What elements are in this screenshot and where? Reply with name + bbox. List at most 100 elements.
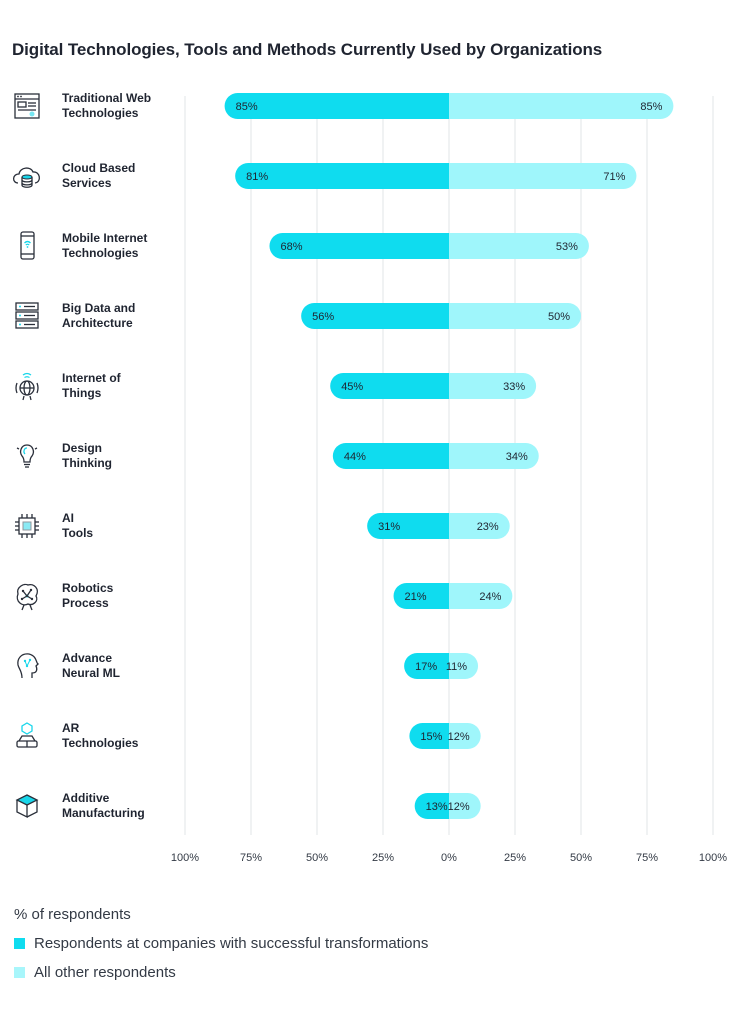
category-label-line: Traditional Web [62,91,152,105]
data-label-others: 23% [477,521,499,533]
bar-successful-transformations [393,583,449,609]
data-label-successful: 13% [426,801,448,813]
data-label-successful: 31% [378,521,400,533]
category-label: Design Thinking [62,441,182,471]
data-label-others: 11% [446,661,467,673]
category-label: Internet of Things [62,371,182,401]
category-label-line: Internet of [62,371,121,385]
data-label-successful: 85% [236,101,258,113]
bar-other-respondents [449,653,479,679]
neural-head-icon [12,649,42,683]
data-label-others: 12% [448,731,470,743]
category-label-line: AR [62,721,80,735]
legend-item-others: All other respondents [14,964,176,981]
3d-cube-icon [12,789,42,823]
legend-swatch-others [14,967,25,978]
category-label-line: Thinking [62,456,112,470]
data-label-others: 12% [448,801,470,813]
bar-other-respondents [449,443,539,469]
data-label-successful: 56% [312,311,334,323]
category-label-line: Advance [62,651,113,665]
legend-label-others: All other respondents [34,964,176,981]
category-label-line: Neural ML [62,666,121,680]
bar-other-respondents [449,93,674,120]
legend-label-successful: Respondents at companies with successful… [34,935,429,952]
x-tick-label: 100% [699,852,727,864]
category-label-line: Technologies [62,736,139,750]
category-label: Big Data and Architecture [62,301,182,331]
bar-other-respondents [449,583,513,609]
bar-other-respondents [449,793,481,819]
category-label: AR Technologies [62,721,182,751]
data-label-others: 85% [640,101,662,113]
data-label-successful: 21% [405,591,427,603]
x-tick-label: 50% [570,852,592,864]
category-label-line: Mobile Internet [62,231,148,245]
data-label-others: 53% [556,241,578,253]
bar-successful-transformations [367,513,449,539]
x-tick-label: 75% [240,852,262,864]
bar-successful-transformations [235,163,449,189]
bar-successful-transformations [409,723,449,749]
lightbulb-icon [12,439,42,473]
data-label-successful: 44% [344,451,366,463]
data-label-successful: 15% [420,731,442,743]
ai-chip-icon [12,509,42,543]
data-label-others: 24% [479,591,501,603]
globe-signal-icon [12,369,42,403]
data-label-others: 34% [506,451,528,463]
cloud-database-icon [12,159,42,193]
x-tick-label: 25% [372,852,394,864]
bar-other-respondents [449,373,537,399]
category-label: Advance Neural ML [62,651,182,681]
bar-successful-transformations [414,793,449,819]
data-label-others: 71% [603,171,625,183]
category-label-line: Big Data and [62,301,136,315]
category-label-line: Robotics [62,581,114,595]
category-label-line: Tools [62,526,94,540]
x-tick-label: 75% [636,852,658,864]
bar-other-respondents [449,163,637,189]
category-label: Robotics Process [62,581,182,611]
category-label: Traditional Web Technologies [62,91,182,121]
category-label: Additive Manufacturing [62,791,182,821]
data-label-others: 33% [503,381,525,393]
category-label-line: Process [62,596,109,610]
category-label: AI Tools [62,511,182,541]
server-stack-icon [12,299,42,333]
diverging-bar-chart: 100% 75% 50% 25% 0% 25% 50% 75% 100% 85% 85% 81% 71%… [171,93,727,864]
bar-successful-transformations [332,443,449,469]
legend-title: % of respondents [14,906,131,923]
category-label-line: Services [62,176,112,190]
bar-successful-transformations [330,373,449,399]
category-label-line: AI [62,511,74,525]
category-label-line: Technologies [62,106,139,120]
data-label-successful: 68% [280,241,302,253]
data-label-successful: 17% [415,661,437,673]
category-label-line: Things [62,386,102,400]
category-label-line: Additive [62,791,110,805]
bar-successful-transformations [404,653,449,679]
x-tick-label: 0% [441,852,457,864]
legend-swatch-successful [14,938,25,949]
bar-other-respondents [449,513,510,539]
data-label-successful: 45% [341,381,363,393]
robot-brain-icon [12,579,42,613]
category-label: Mobile Internet Technologies [62,231,182,261]
chart-title: Digital Technologies, Tools and Methods … [12,40,603,59]
x-tick-label: 100% [171,852,199,864]
bar-successful-transformations [269,233,449,259]
bar-successful-transformations [301,303,449,329]
data-label-successful: 81% [246,171,268,183]
category-label-line: Architecture [62,316,133,330]
legend-item-successful: Respondents at companies with successful… [14,935,428,952]
data-label-others: 50% [548,311,570,323]
bar-other-respondents [449,723,481,749]
ar-headset-icon [12,719,42,753]
bar-successful-transformations [224,93,449,120]
smartphone-wifi-icon [12,229,42,263]
category-label-line: Cloud Based [62,161,136,175]
category-label: Cloud Based Services [62,161,182,191]
browser-window-icon [12,89,42,123]
x-tick-label: 25% [504,852,526,864]
